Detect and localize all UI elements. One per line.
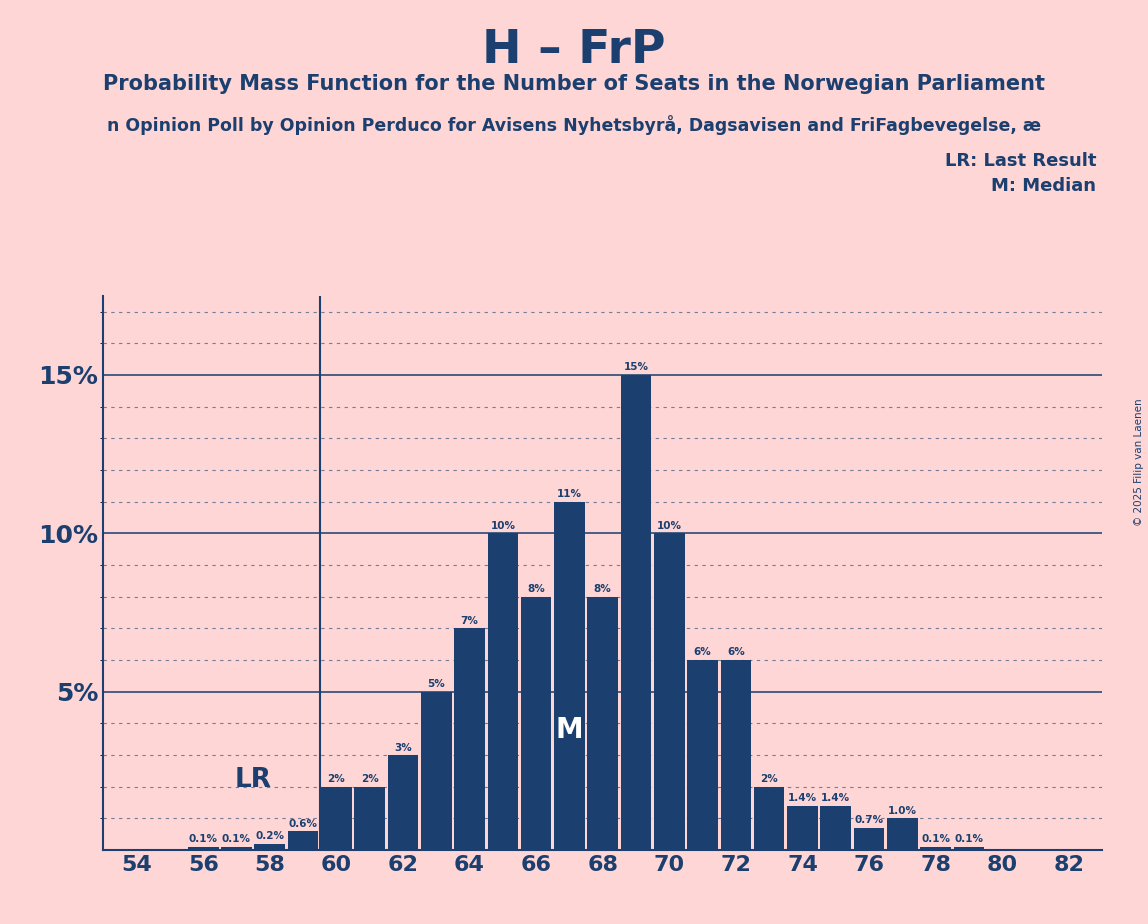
Bar — [887, 819, 917, 850]
Text: 2%: 2% — [360, 774, 379, 784]
Bar — [921, 847, 951, 850]
Bar — [521, 597, 551, 850]
Text: 2%: 2% — [327, 774, 346, 784]
Text: 0.2%: 0.2% — [255, 832, 285, 841]
Text: 11%: 11% — [557, 489, 582, 499]
Bar — [355, 786, 385, 850]
Text: 0.1%: 0.1% — [954, 834, 984, 845]
Text: 0.6%: 0.6% — [288, 819, 318, 829]
Bar — [222, 847, 251, 850]
Bar — [621, 375, 651, 850]
Bar — [821, 806, 851, 850]
Bar — [754, 786, 784, 850]
Bar — [488, 533, 518, 850]
Bar — [255, 844, 285, 850]
Text: 7%: 7% — [460, 615, 479, 626]
Text: 15%: 15% — [623, 362, 649, 372]
Bar — [788, 806, 817, 850]
Bar — [688, 660, 718, 850]
Text: 8%: 8% — [594, 584, 612, 594]
Bar — [554, 502, 584, 850]
Bar — [421, 692, 451, 850]
Text: M: Median: M: Median — [992, 177, 1096, 195]
Text: 0.1%: 0.1% — [222, 834, 251, 845]
Text: Probability Mass Function for the Number of Seats in the Norwegian Parliament: Probability Mass Function for the Number… — [103, 74, 1045, 94]
Text: 0.7%: 0.7% — [854, 815, 884, 825]
Text: 10%: 10% — [657, 521, 682, 530]
Text: LR: Last Result: LR: Last Result — [945, 152, 1096, 170]
Text: 1.4%: 1.4% — [821, 793, 851, 803]
Bar — [721, 660, 751, 850]
Text: 6%: 6% — [727, 648, 745, 658]
Text: 0.1%: 0.1% — [188, 834, 218, 845]
Text: n Opinion Poll by Opinion Perduco for Avisens Nyhetsbyrå, Dagsavisen and FriFagb: n Opinion Poll by Opinion Perduco for Av… — [107, 116, 1041, 136]
Bar — [188, 847, 218, 850]
Text: 1.0%: 1.0% — [887, 806, 917, 816]
Bar — [288, 831, 318, 850]
Bar — [954, 847, 984, 850]
Bar — [388, 755, 418, 850]
Text: M: M — [556, 716, 583, 744]
Text: 1.4%: 1.4% — [788, 793, 817, 803]
Text: 5%: 5% — [427, 679, 445, 689]
Text: 0.1%: 0.1% — [921, 834, 951, 845]
Bar — [321, 786, 351, 850]
Text: 6%: 6% — [693, 648, 712, 658]
Text: H – FrP: H – FrP — [482, 28, 666, 73]
Text: 2%: 2% — [760, 774, 778, 784]
Text: LR: LR — [234, 768, 272, 794]
Text: © 2025 Filip van Laenen: © 2025 Filip van Laenen — [1134, 398, 1143, 526]
Bar — [854, 828, 884, 850]
Text: 3%: 3% — [394, 743, 412, 752]
Bar — [588, 597, 618, 850]
Bar — [654, 533, 684, 850]
Bar — [455, 628, 484, 850]
Text: 8%: 8% — [527, 584, 545, 594]
Text: 10%: 10% — [490, 521, 515, 530]
